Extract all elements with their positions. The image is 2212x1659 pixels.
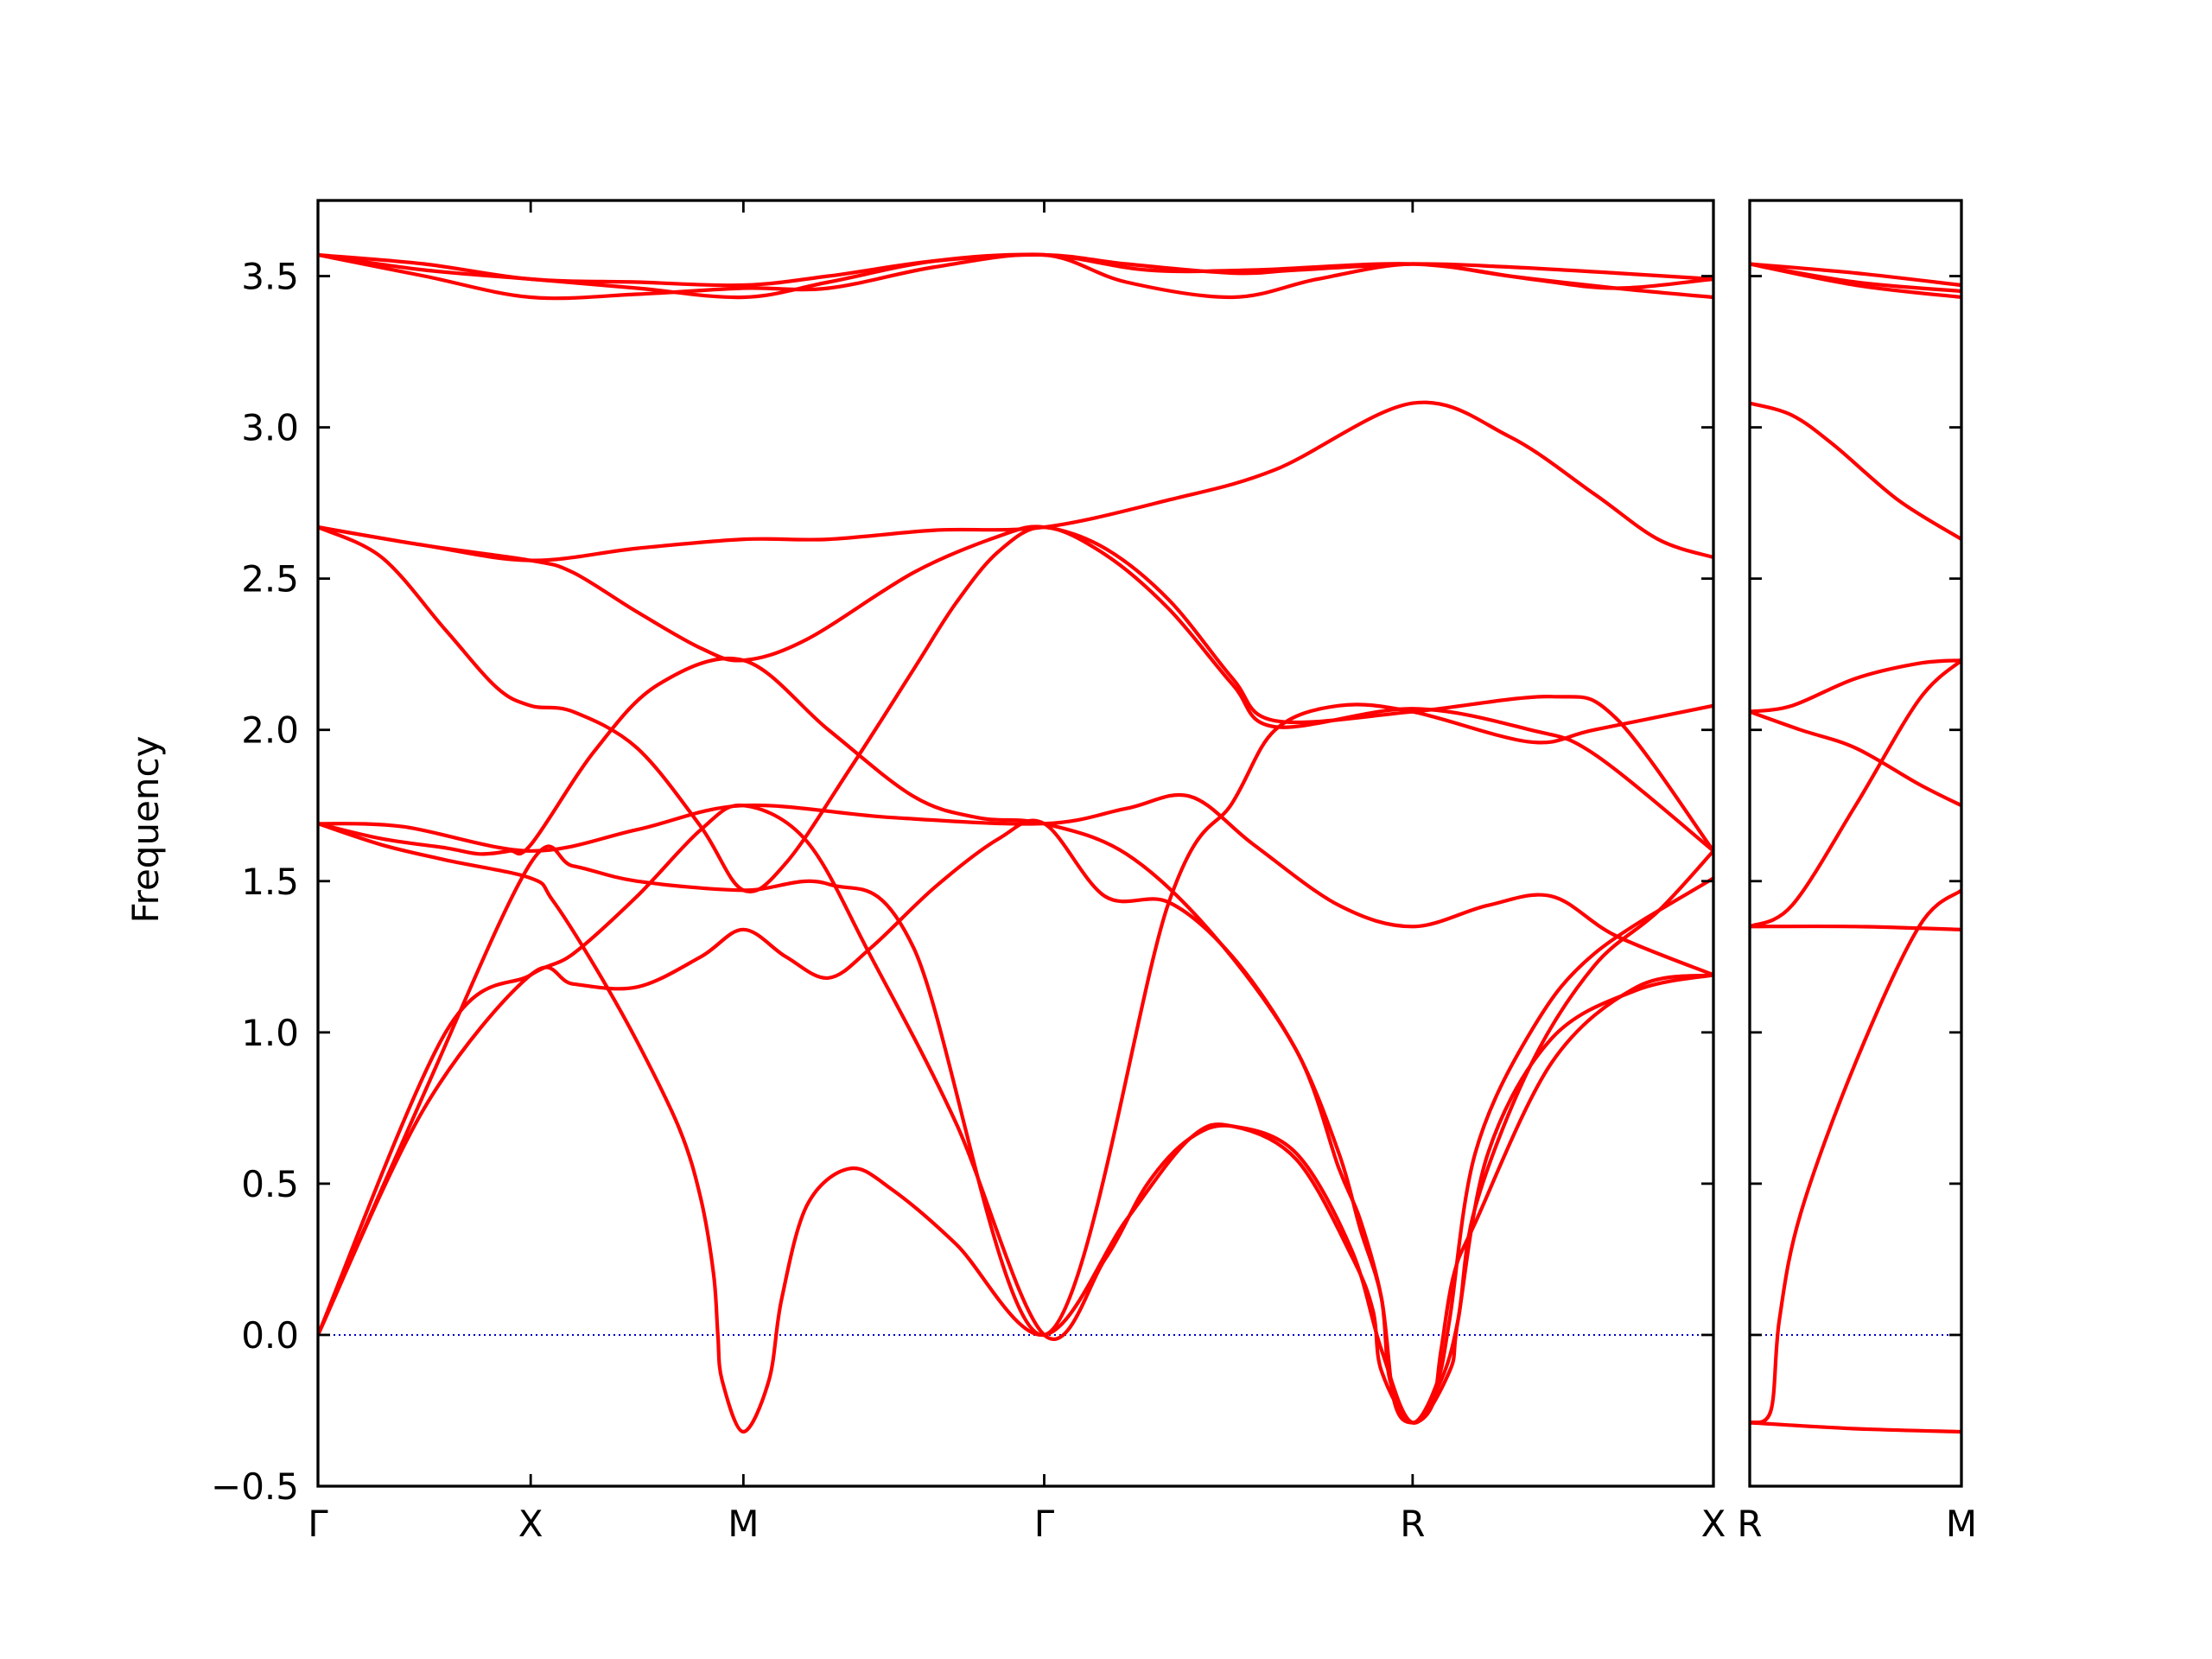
band-line-3 [1750, 262, 1961, 300]
x-tick-label: Γ [1034, 1503, 1055, 1545]
y-tick-label: 0.5 [241, 1163, 299, 1205]
y-tick-label: 1.5 [241, 861, 299, 903]
band-line-10 [318, 702, 1713, 1338]
band-line-8 [318, 656, 1713, 1425]
main-frame [316, 199, 1715, 1488]
y-axis-label: Frequency [124, 736, 167, 924]
band-line-6 [1750, 709, 1961, 808]
band-line-5 [318, 524, 1713, 853]
band-line-7 [1750, 658, 1961, 929]
x-tick-label: R [1737, 1503, 1762, 1545]
y-tick-label: 3.5 [241, 256, 299, 298]
band-line-5 [1750, 658, 1961, 714]
x-tick-label: R [1400, 1503, 1425, 1545]
x-tick-label: X [518, 1503, 543, 1545]
band-line-1 [318, 252, 1713, 288]
band-line-9 [318, 822, 1713, 1434]
band-line-4 [1750, 401, 1961, 542]
y-tick-label: 3.0 [241, 407, 299, 449]
band-line-2 [1750, 262, 1961, 294]
x-tick-label: Γ [308, 1503, 328, 1545]
y-tick-label: 2.0 [241, 709, 299, 752]
right-bands [1750, 262, 1961, 1434]
y-tick-label: 0.0 [241, 1314, 299, 1357]
y-tick-label: −0.5 [211, 1465, 299, 1508]
x-tick-label: M [728, 1503, 759, 1545]
band-line-10 [1750, 1421, 1961, 1434]
band-line-3 [318, 252, 1713, 300]
band-line-6 [318, 524, 1713, 893]
band-line-1 [1750, 262, 1961, 288]
x-tick-label: X [1701, 1503, 1726, 1545]
band-line-8 [1750, 924, 1961, 931]
main-panel: −0.5 0.0 0.5 1.0 1.5 2.0 2.5 3.0 3.5 Γ X M Γ R X [211, 199, 1726, 1545]
band-line-12 [318, 803, 1713, 1425]
band-line-11 [318, 818, 1713, 1425]
right-frame [1748, 199, 1963, 1488]
band-line-7 [318, 792, 1713, 977]
y-tick-label: 2.5 [241, 558, 299, 601]
band-line-9 [1750, 888, 1961, 1425]
x-tick-label: M [1946, 1503, 1977, 1545]
main-bands [318, 252, 1713, 1434]
y-tick-label: 1.0 [241, 1012, 299, 1054]
